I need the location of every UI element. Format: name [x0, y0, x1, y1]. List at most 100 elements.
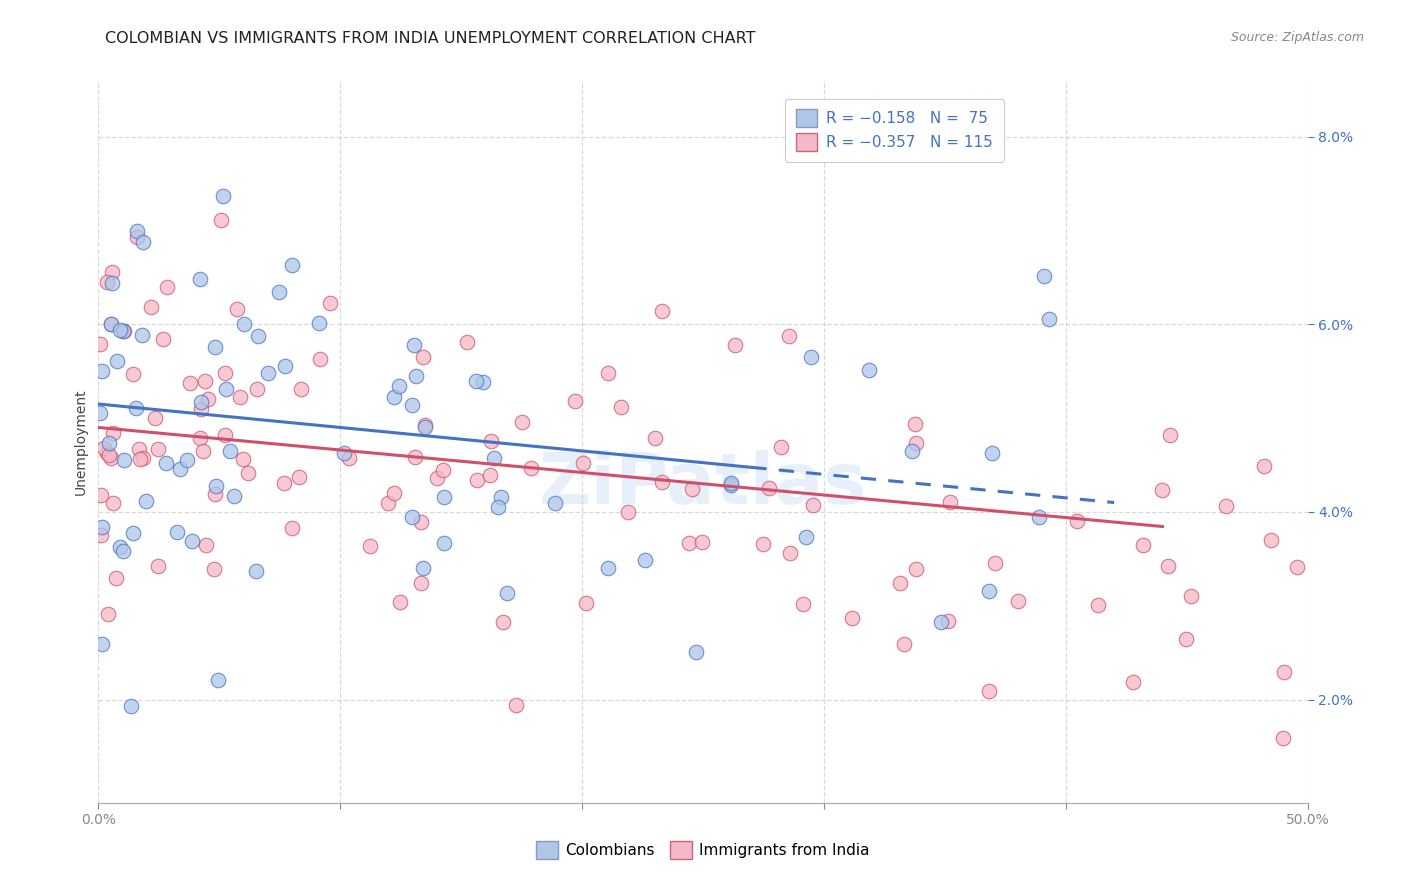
Point [273, 359, 295, 374]
Point [651, 303, 673, 318]
Point [207, 673, 229, 688]
Point [792, 597, 814, 611]
Point [564, 393, 586, 408]
Point [214, 366, 236, 380]
Point [510, 415, 533, 429]
Point [226, 301, 249, 316]
Point [103, 426, 125, 441]
Point [101, 277, 124, 291]
Point [176, 453, 198, 467]
Point [723, 338, 745, 352]
Point [977, 584, 1000, 599]
Point [204, 487, 226, 501]
Point [405, 369, 427, 384]
Point [1028, 509, 1050, 524]
Point [120, 698, 142, 713]
Point [211, 188, 233, 202]
Point [218, 444, 240, 458]
Point [929, 615, 952, 629]
Point [333, 446, 356, 460]
Point [155, 456, 177, 470]
Point [100, 318, 122, 332]
Point [382, 485, 405, 500]
Point [1260, 533, 1282, 548]
Point [114, 452, 136, 467]
Point [388, 378, 411, 392]
Point [1272, 731, 1295, 745]
Point [89, 406, 111, 420]
Point [412, 351, 434, 365]
Point [229, 390, 252, 404]
Point [905, 562, 928, 576]
Point [681, 482, 703, 496]
Point [388, 595, 411, 609]
Point [267, 285, 290, 299]
Point [720, 477, 742, 491]
Point [779, 546, 801, 560]
Point [245, 564, 267, 578]
Point [426, 471, 449, 485]
Point [127, 223, 149, 237]
Point [596, 561, 619, 575]
Point [110, 323, 132, 337]
Point [492, 615, 515, 630]
Point [690, 534, 713, 549]
Text: ZiPatlas: ZiPatlas [538, 450, 868, 519]
Point [96, 275, 118, 289]
Point [489, 490, 512, 504]
Point [91, 520, 114, 534]
Point [100, 265, 122, 279]
Point [273, 476, 295, 491]
Point [215, 382, 238, 396]
Point [96, 446, 118, 460]
Point [571, 456, 593, 470]
Point [471, 376, 494, 390]
Point [146, 442, 169, 456]
Point [801, 498, 824, 512]
Point [97, 448, 120, 462]
Point [758, 481, 780, 495]
Point [337, 451, 360, 466]
Point [433, 490, 456, 504]
Point [143, 410, 166, 425]
Point [125, 401, 148, 415]
Point [90, 527, 112, 541]
Point [122, 367, 145, 381]
Point [108, 541, 131, 555]
Point [575, 596, 598, 610]
Point [197, 392, 219, 406]
Point [413, 420, 436, 434]
Point [411, 576, 433, 591]
Point [412, 561, 434, 575]
Point [280, 521, 302, 535]
Text: Source: ZipAtlas.com: Source: ZipAtlas.com [1230, 31, 1364, 45]
Point [404, 450, 426, 464]
Point [432, 463, 454, 477]
Point [456, 335, 478, 350]
Point [97, 607, 120, 622]
Point [97, 435, 120, 450]
Point [644, 431, 666, 445]
Point [1152, 483, 1174, 498]
Point [479, 434, 502, 448]
Point [111, 324, 134, 338]
Point [1175, 632, 1198, 646]
Point [90, 364, 112, 378]
Point [232, 317, 254, 331]
Point [769, 440, 792, 454]
Point [678, 535, 700, 549]
Point [156, 280, 179, 294]
Point [505, 698, 527, 712]
Point [319, 295, 342, 310]
Point [685, 645, 707, 659]
Point [1157, 559, 1180, 574]
Point [401, 510, 423, 524]
Point [169, 462, 191, 476]
Point [382, 390, 405, 404]
Point [467, 473, 489, 487]
Point [129, 452, 152, 467]
Point [401, 398, 423, 412]
Point [1253, 459, 1275, 474]
Point [1274, 665, 1296, 680]
Point [977, 683, 1000, 698]
